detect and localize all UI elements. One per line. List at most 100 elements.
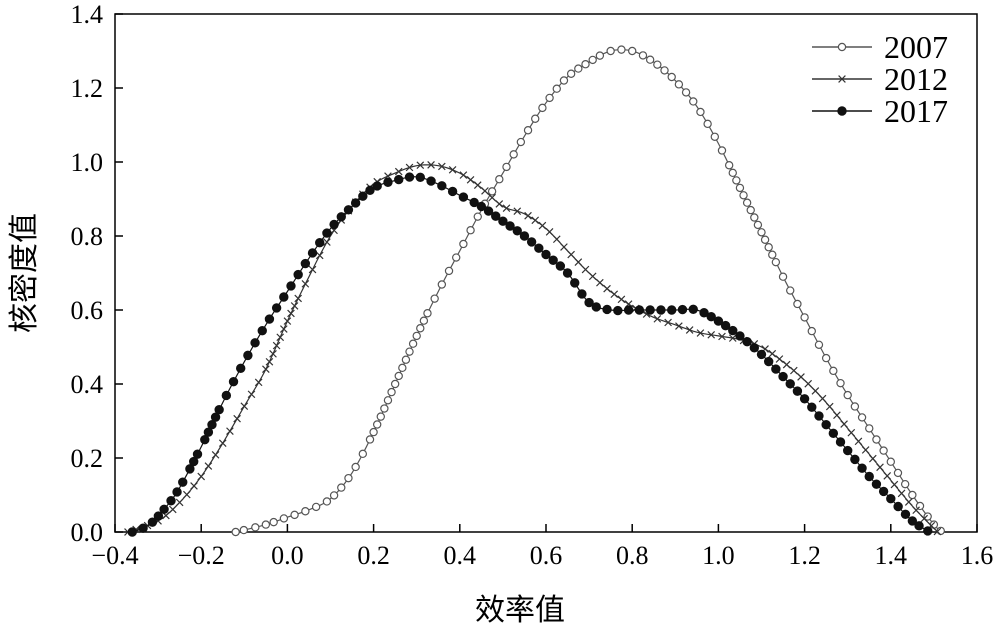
- data-point: [211, 451, 220, 459]
- data-point: [394, 371, 403, 381]
- data-point: [596, 278, 604, 287]
- data-point: [452, 253, 461, 262]
- data-point: [818, 394, 827, 403]
- data-point: [814, 411, 824, 421]
- data-point: [850, 402, 860, 411]
- data-point: [886, 457, 896, 466]
- data-point: [447, 186, 458, 197]
- data-point: [243, 350, 253, 361]
- data-point: [821, 420, 831, 430]
- data-point: [502, 204, 511, 213]
- data-point: [405, 163, 414, 172]
- data-point: [606, 46, 615, 56]
- data-point: [358, 449, 368, 459]
- data-point: [372, 181, 382, 191]
- data-point: [350, 198, 361, 208]
- data-point: [405, 347, 414, 356]
- data-point: [279, 325, 288, 333]
- data-point: [430, 294, 439, 303]
- data-point: [869, 454, 877, 463]
- data-point: [534, 243, 544, 253]
- data-point: [307, 248, 318, 258]
- data-point: [531, 216, 540, 225]
- data-point: [404, 172, 415, 182]
- data-point: [459, 239, 468, 249]
- data-point: [408, 339, 418, 348]
- data-point: [538, 221, 547, 230]
- data-point: [793, 299, 802, 309]
- data-point: [541, 249, 551, 260]
- data-point: [574, 258, 583, 266]
- data-point: [415, 172, 425, 183]
- data-point: [322, 497, 332, 506]
- data-point: [387, 387, 396, 397]
- data-point: [610, 290, 619, 299]
- data-point: [166, 496, 176, 506]
- data-point: [878, 486, 889, 497]
- data-point: [483, 206, 494, 216]
- y-tick-label: 1.2: [71, 74, 104, 103]
- data-point: [473, 181, 482, 189]
- data-point: [807, 326, 816, 336]
- data-point: [746, 205, 755, 215]
- data-point: [581, 60, 590, 69]
- data-point: [570, 278, 580, 288]
- data-point: [677, 304, 688, 315]
- data-point: [516, 137, 526, 147]
- data-point: [675, 322, 683, 330]
- y-axis-title: 核密度值: [7, 213, 42, 333]
- x-tick-label: 1.2: [788, 541, 821, 570]
- data-point: [681, 88, 691, 97]
- legend-label: 2012: [884, 61, 948, 97]
- data-point: [771, 257, 781, 267]
- data-point: [843, 445, 853, 456]
- series-line: [235, 48, 943, 533]
- data-point: [756, 349, 767, 360]
- data-point: [369, 427, 378, 437]
- data-point: [857, 413, 867, 422]
- data-point: [688, 304, 698, 315]
- data-point: [699, 308, 709, 318]
- data-point: [329, 219, 339, 230]
- data-point: [548, 255, 558, 265]
- data-point: [190, 482, 198, 490]
- data-point: [883, 472, 892, 480]
- data-point: [838, 75, 846, 83]
- data-point: [735, 183, 745, 193]
- data-point: [728, 334, 737, 342]
- y-tick-label: 0.6: [71, 296, 104, 325]
- data-point: [495, 200, 504, 208]
- data-point: [555, 261, 566, 271]
- data-point: [566, 69, 576, 78]
- data-point: [696, 329, 705, 337]
- data-point: [419, 316, 429, 325]
- data-point: [876, 463, 884, 472]
- data-point: [323, 238, 331, 246]
- data-point: [797, 373, 805, 381]
- data-point: [153, 511, 164, 521]
- data-point: [617, 295, 626, 304]
- data-point: [372, 420, 382, 429]
- data-point: [634, 305, 645, 315]
- data-point: [664, 318, 672, 327]
- data-point: [871, 479, 882, 489]
- data-point: [458, 192, 469, 202]
- data-point: [674, 80, 684, 89]
- data-point: [159, 504, 169, 515]
- data-point: [168, 505, 177, 514]
- data-point: [523, 126, 533, 135]
- data-point: [390, 379, 400, 389]
- data-point: [466, 226, 475, 235]
- data-point: [732, 176, 741, 185]
- data-point: [562, 268, 573, 278]
- data-point: [907, 516, 918, 526]
- data-point: [401, 355, 411, 364]
- y-tick-label: 1.4: [71, 0, 104, 29]
- data-point: [890, 480, 899, 489]
- data-point: [337, 483, 346, 492]
- data-point: [825, 402, 834, 411]
- data-point: [416, 161, 425, 170]
- data-point: [742, 336, 752, 347]
- data-point: [228, 376, 239, 387]
